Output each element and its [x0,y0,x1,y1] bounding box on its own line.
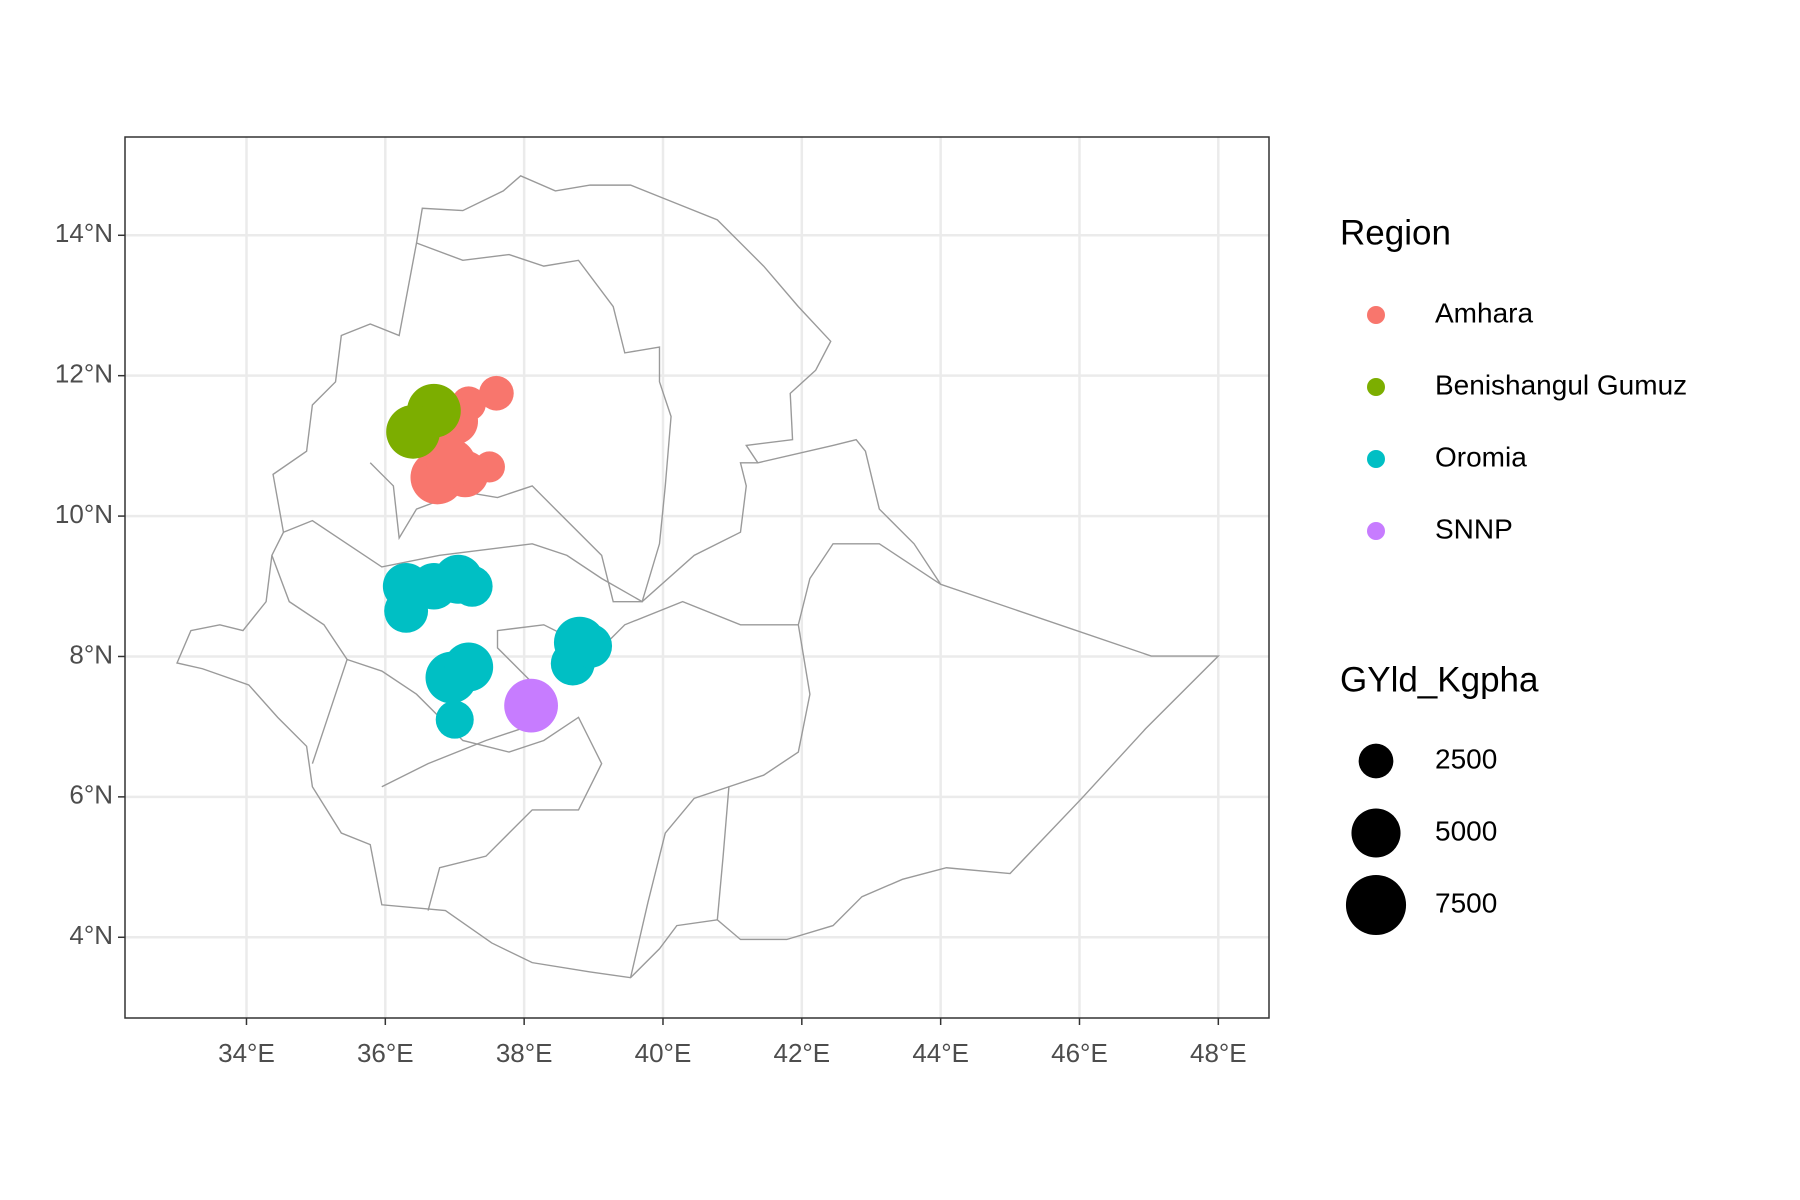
y-tick-label: 4°N [69,920,113,950]
x-tick-label: 34°E [218,1038,275,1068]
point [504,678,558,733]
legend-label: Oromia [1435,441,1527,472]
legend-label: SNNP [1435,513,1513,544]
x-tick-label: 36°E [357,1038,414,1068]
size-legend-marker [1351,808,1401,858]
legend-title: Region [1340,213,1451,252]
y-tick-label: 10°N [55,499,113,529]
x-tick-label: 44°E [912,1038,969,1068]
size-legend-label: 5000 [1435,815,1497,846]
size-legend-marker [1345,874,1407,936]
y-tick-label: 14°N [55,218,113,248]
y-tick-label: 8°N [69,639,113,669]
x-tick-label: 42°E [773,1038,830,1068]
legend-marker [1367,378,1385,396]
region-boundary [716,543,942,920]
border [176,175,1220,979]
plot-border [124,136,1270,1019]
plot [382,375,613,739]
grid [125,137,1269,1018]
x-tick-label: 48°E [1190,1038,1247,1068]
point [435,700,474,739]
legend: Region GYld_Kgpha Amhara Benishangul Gumu… [1340,213,1687,936]
legend-label: Benishangul Gumuz [1435,369,1687,400]
y-tick-label: 6°N [69,780,113,810]
point [444,642,494,692]
size-legend-label: 2500 [1435,743,1497,774]
size-legend-label: 7500 [1435,887,1497,918]
size-legend-marker [1358,743,1394,779]
point [479,375,514,411]
size-legend-title: GYld_Kgpha [1340,660,1539,699]
x-tick-label: 38°E [496,1038,553,1068]
region-boundary [283,462,758,603]
point [426,438,476,488]
legend-marker [1367,450,1385,468]
x-tick-label: 40°E [635,1038,692,1068]
legend-marker [1367,522,1385,540]
country-outline [176,175,1220,979]
y-tick-label: 12°N [55,359,113,389]
x-tick-label: 46°E [1051,1038,1108,1068]
region-boundary [346,658,603,911]
point [451,565,493,607]
legend-label: Amhara [1435,297,1533,328]
legend-marker [1367,306,1385,324]
point [386,404,440,459]
point [568,623,613,668]
region-boundary [381,600,799,788]
region-boundary [629,786,730,978]
